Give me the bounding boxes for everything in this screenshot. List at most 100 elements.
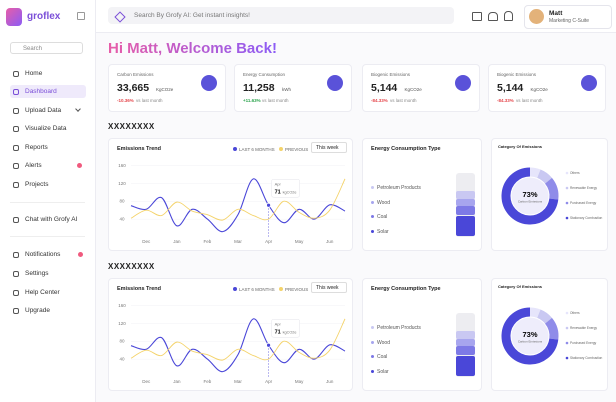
trend-line: [130, 178, 346, 221]
nav-icon: [13, 125, 19, 132]
nav-item[interactable]: Notifications: [10, 248, 86, 261]
trend-chart: 40 80 120 160 Dec Jan Feb Mar Apr May Jun Apr 71 kgCO…: [118, 163, 346, 244]
tooltip-unit: kgCO2e: [283, 330, 297, 334]
kpi-change: -84.33%: [497, 98, 514, 103]
greeting: Hi Matt, Welcome Back!: [108, 40, 277, 57]
sidebar-search[interactable]: Search: [10, 42, 83, 54]
tooltip-point: [266, 202, 271, 208]
nav-item[interactable]: Help Center: [10, 286, 86, 299]
legend-label: Wood: [377, 339, 390, 346]
donut-center-label: 73%: [522, 190, 537, 199]
legend-dot: [371, 200, 374, 204]
y-tick-label: 120: [118, 181, 126, 186]
period-select[interactable]: This week: [311, 142, 347, 153]
x-tick-label: Apr: [265, 239, 273, 244]
nav-item[interactable]: Projects: [10, 178, 86, 191]
period-select[interactable]: This week: [311, 282, 347, 293]
nav-label: Alerts: [25, 162, 42, 169]
kpi-note: vs last month: [136, 98, 163, 103]
kpi-value: 5,144: [371, 82, 398, 94]
alert-badge: [77, 163, 82, 168]
legend-dot: [371, 326, 374, 329]
bell-icon[interactable]: [504, 11, 513, 21]
category-title: Category Of Emissions: [498, 284, 543, 289]
nav-label: Home: [25, 70, 43, 77]
energy-card: Energy Consumption Type Petroleum Product…: [362, 138, 482, 251]
nav-item[interactable]: Chat with Grofy AI: [10, 213, 86, 226]
energy-title: Energy Consumption Type: [371, 146, 441, 152]
kpi-icon: [455, 75, 471, 91]
legend-label: PREVIOUS: [285, 286, 309, 292]
legend-dot: [233, 147, 237, 151]
tooltip-point: [266, 342, 271, 348]
nav-item[interactable]: Upgrade: [10, 304, 86, 317]
x-tick-label: Mar: [234, 379, 242, 384]
donut-segment: [501, 307, 559, 365]
kpi-unit: kWh: [282, 87, 291, 92]
divider: [10, 236, 85, 237]
notification-badge: [78, 252, 83, 257]
x-tick-label: Mar: [234, 239, 242, 244]
kpi-unit: KgCO2e: [530, 87, 548, 92]
kpi-value: 33,665: [117, 82, 150, 94]
nav-icon: [13, 181, 19, 188]
energy-card: Energy Consumption Type Petroleum Product…: [362, 278, 482, 391]
legend-dot: [565, 201, 569, 205]
x-tick-label: Feb: [204, 239, 212, 244]
stack-segment: [456, 339, 475, 346]
legend-dot: [233, 287, 237, 291]
legend-dot: [279, 287, 283, 291]
user-name: Matt: [549, 10, 563, 17]
nav-icon: [13, 88, 19, 95]
nav-item[interactable]: Reports: [10, 141, 86, 154]
topbar: Search By Grofy AI: Get instant insights…: [96, 0, 616, 33]
legend-label: Petroleum Products: [377, 185, 421, 191]
stack-segment: [456, 199, 475, 206]
trend-card: Emissions Trend LAST 6 MONTHS PREVIOUS This…: [108, 138, 353, 251]
x-tick-label: Apr: [265, 379, 273, 384]
sidebar: groflex Search Home Dashboard Upload Data V…: [0, 0, 96, 402]
y-tick-label: 160: [118, 163, 126, 168]
nav-item[interactable]: Upload Data: [10, 104, 86, 117]
trend-title: Emissions Trend: [117, 286, 162, 292]
legend-label: Renewable Energy: [570, 186, 597, 190]
section-title: XXXXXXXX: [108, 122, 155, 131]
nav-item[interactable]: Home: [10, 67, 86, 80]
trend-title: Emissions Trend: [117, 146, 162, 152]
nav-item[interactable]: Visualize Data: [10, 122, 86, 135]
upload-icon[interactable]: [488, 12, 498, 21]
kpi-change: -84.33%: [371, 98, 388, 103]
donut-hole: [511, 177, 549, 215]
x-tick-label: Jun: [326, 379, 334, 384]
donut-chart: Others Renewable Energy Purchased Energy St…: [501, 307, 602, 365]
kpi-unit: KgCO2e: [404, 87, 422, 92]
legend-dot: [371, 355, 374, 358]
donut-segment: [544, 317, 559, 340]
legend-label: Others: [570, 311, 580, 315]
user-menu[interactable]: Matt Marketing C-Suite: [524, 5, 612, 29]
nav-icon: [13, 289, 19, 296]
stack-segment: [456, 356, 475, 377]
legend-dot: [371, 215, 374, 218]
legend-dot: [565, 186, 569, 190]
nav-icon: [13, 162, 19, 169]
nav-label: Upgrade: [25, 307, 50, 314]
x-tick-label: Dec: [142, 239, 151, 244]
legend-label: Renewable Energy: [570, 326, 597, 330]
collapse-button[interactable]: [77, 12, 85, 20]
legend-dot: [565, 341, 569, 345]
nav-item[interactable]: Alerts: [10, 159, 86, 172]
stack-segment: [456, 190, 475, 199]
legend-label: Petroleum Products: [377, 325, 421, 331]
folder-icon[interactable]: [472, 12, 482, 21]
nav-item[interactable]: Settings: [10, 267, 86, 280]
trend-chart: 40 80 120 160 Dec Jan Feb Mar Apr May Jun Apr 71 kgCO…: [118, 303, 346, 384]
nav-item[interactable]: Dashboard: [10, 85, 86, 98]
kpi-unit: KgCO2e: [156, 87, 174, 92]
category-card: Category Of Emissions Others Renewable Ene…: [491, 278, 608, 391]
legend-label: Coal: [377, 354, 388, 360]
x-tick-label: Dec: [142, 379, 151, 384]
nav-icon: [13, 107, 19, 114]
ai-search[interactable]: Search By Grofy AI: Get instant insights…: [108, 7, 454, 24]
